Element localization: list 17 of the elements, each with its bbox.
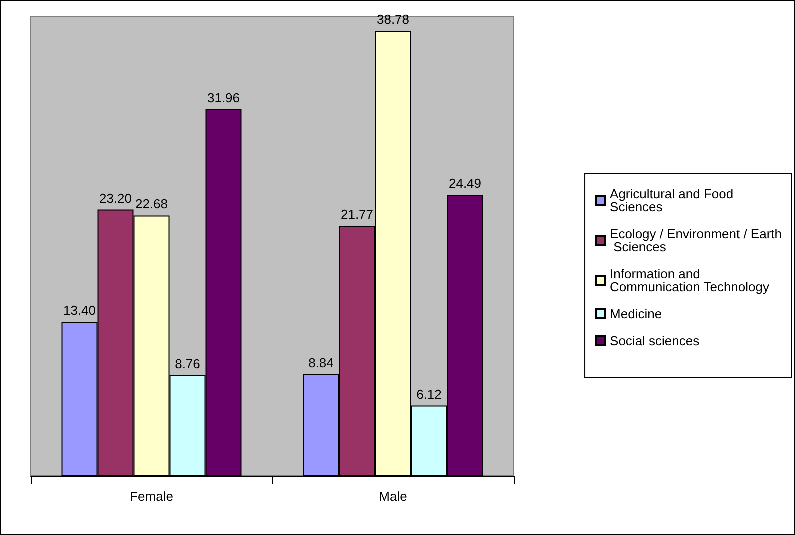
data-label: 24.49 xyxy=(448,176,482,191)
x-tick-label: Male xyxy=(379,489,408,504)
data-label: 23.20 xyxy=(99,190,132,206)
data-label: 8.76 xyxy=(175,356,200,372)
data-label: 6.12 xyxy=(416,386,442,402)
data-label: 38.78 xyxy=(376,12,410,27)
data-label: 31.96 xyxy=(207,90,240,106)
x-tick-label: Female xyxy=(130,489,174,504)
legend-label: Medicine xyxy=(610,306,662,322)
data-label: 22.68 xyxy=(135,196,168,212)
data-label: 8.84 xyxy=(308,356,334,371)
legend-label: Social sciences xyxy=(610,334,700,348)
legend-label: Agricultural and Food Sciences xyxy=(610,186,738,214)
legend-label: Ecology / Environment / Earth Sciences xyxy=(610,226,782,254)
data-label: 21.77 xyxy=(340,207,374,222)
data-label: 13.40 xyxy=(63,303,96,318)
legend-label: Information and Communication Technology xyxy=(610,266,770,294)
